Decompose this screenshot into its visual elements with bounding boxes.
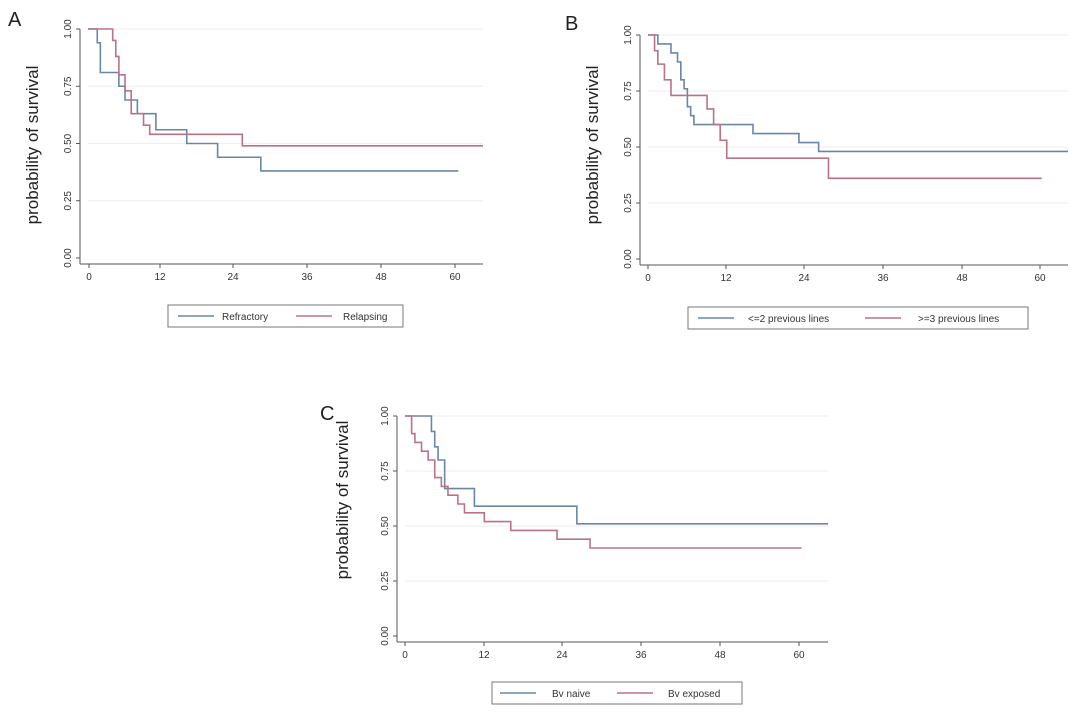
x-tick-label: 36: [877, 273, 889, 284]
series-line-refractory: [88, 28, 459, 172]
legend-label: Bv exposed: [668, 689, 720, 700]
legend-label: Bv naive: [552, 689, 591, 700]
y-tick-label: 0.00: [380, 626, 391, 646]
legend-label: Refractory: [222, 312, 268, 323]
x-tick-label: 36: [635, 650, 647, 661]
x-tick-label: 0: [86, 272, 92, 283]
y-tick-label: 1.00: [63, 19, 74, 39]
panel-b: B probability of survival 0.00 0.25 0.50 0.…: [565, 13, 1068, 330]
legend-label: Relapsing: [343, 312, 387, 323]
series-line-bv-exposed: [405, 415, 802, 549]
panel-c: C probability of survival 0.00 0.25 0.50 0.…: [320, 403, 828, 705]
y-tick-label: 0.00: [623, 249, 634, 269]
x-tick-label: 60: [793, 650, 805, 661]
x-tick-label: 24: [798, 273, 810, 284]
panel-letter-a: A: [8, 9, 22, 31]
x-tick-label: 12: [478, 650, 490, 661]
panel-a: A probability of survival 0.00 0.25 0.50 0.…: [8, 9, 483, 328]
x-tick-label: 60: [449, 272, 461, 283]
series-line--2-previous-lines: [648, 34, 1068, 153]
y-axis-label: probability of survival: [583, 66, 602, 225]
panel-letter-b: B: [565, 13, 578, 35]
legend-label: <=2 previous lines: [748, 314, 829, 325]
legend-box: [687, 306, 1029, 330]
y-tick-label: 0.50: [63, 133, 74, 153]
y-tick-label: 0.25: [380, 571, 391, 591]
x-tick-label: 48: [375, 272, 387, 283]
x-tick-label: 48: [714, 650, 726, 661]
series-line-bv-naive: [405, 415, 828, 525]
y-tick-label: 0.75: [380, 461, 391, 481]
y-axis-label: probability of survival: [23, 66, 42, 225]
panel-letter-c: C: [320, 403, 334, 425]
y-tick-label: 0.75: [63, 76, 74, 96]
y-tick-label: 0.25: [623, 193, 634, 213]
y-tick-label: 1.00: [380, 406, 391, 426]
x-tick-label: 36: [301, 272, 313, 283]
x-tick-label: 12: [154, 272, 166, 283]
y-tick-label: 1.00: [623, 25, 634, 45]
series-line-relapsing: [88, 28, 483, 147]
x-tick-label: 24: [227, 272, 239, 283]
y-tick-label: 0.50: [380, 516, 391, 536]
x-tick-label: 48: [956, 273, 968, 284]
y-tick-label: 0.25: [63, 191, 74, 211]
y-tick-label: 0.00: [63, 248, 74, 268]
y-axis-label: probability of survival: [333, 421, 352, 580]
x-tick-label: 24: [556, 650, 568, 661]
x-tick-label: 60: [1034, 273, 1046, 284]
y-tick-label: 0.75: [623, 81, 634, 101]
x-tick-label: 12: [720, 273, 732, 284]
y-tick-label: 0.50: [623, 137, 634, 157]
x-tick-label: 0: [645, 273, 651, 284]
legend-box: [167, 304, 404, 328]
x-tick-label: 0: [402, 650, 408, 661]
series-line--3-previous-lines: [648, 34, 1042, 180]
legend-label: >=3 previous lines: [918, 314, 999, 325]
